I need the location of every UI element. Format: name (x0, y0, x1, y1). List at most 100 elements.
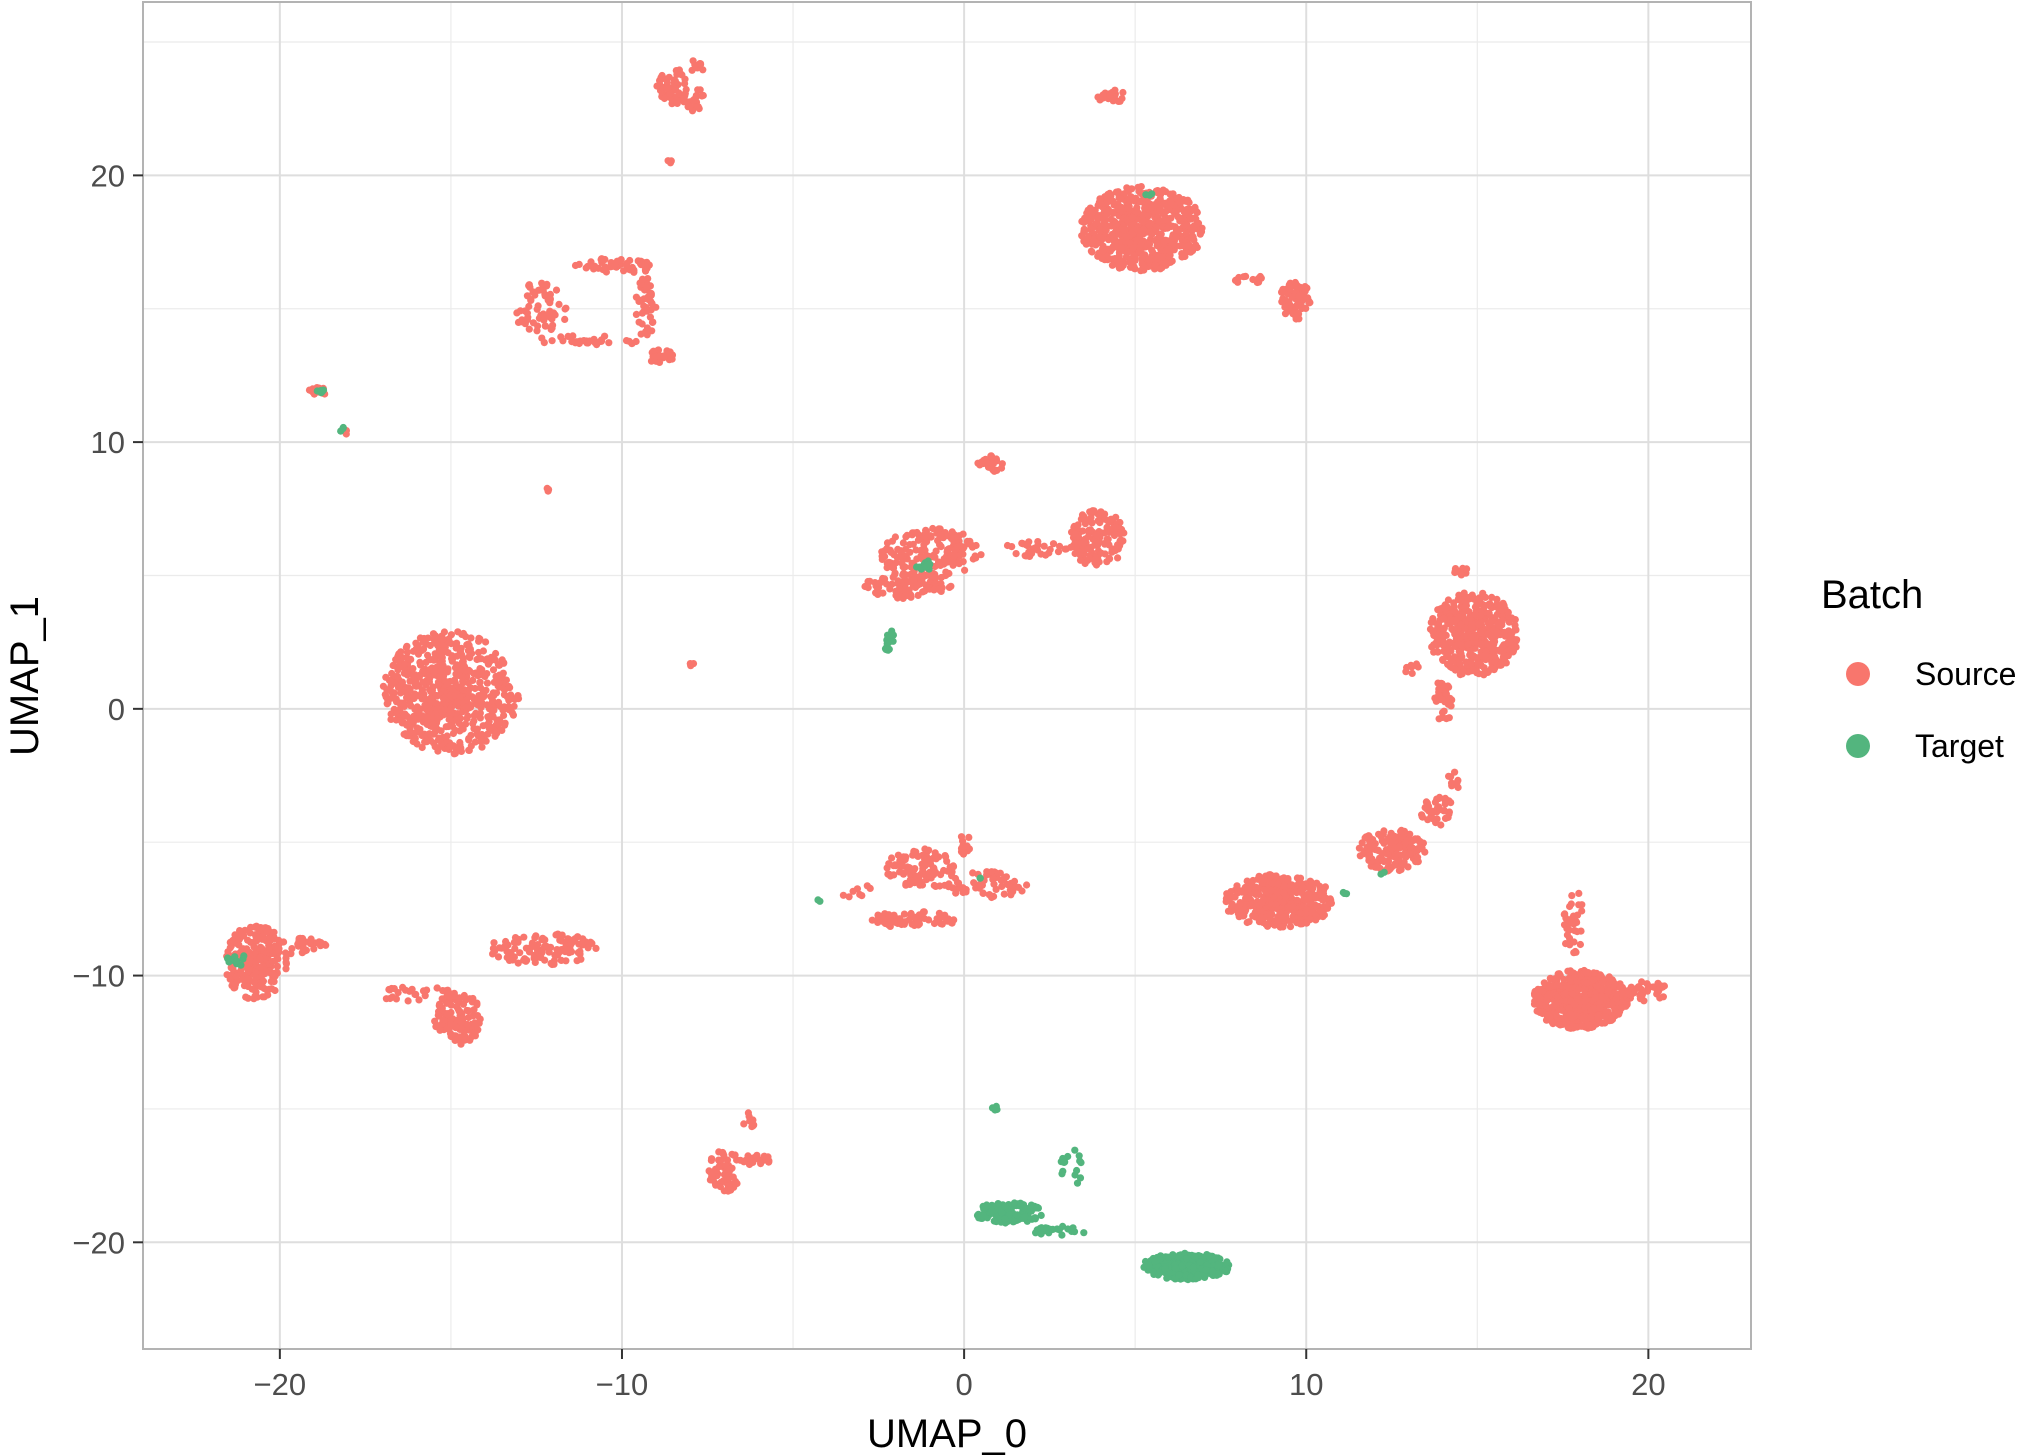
data-point-source (1390, 832, 1399, 840)
data-point-source (909, 851, 917, 859)
data-point-source (1292, 313, 1300, 321)
data-point-source (1404, 863, 1412, 871)
data-point-source (401, 730, 409, 738)
data-point-source (491, 947, 499, 955)
data-point-source (416, 658, 424, 667)
data-point-source (459, 629, 468, 638)
data-point-source (305, 386, 314, 394)
data-point-source (1497, 660, 1505, 668)
data-point-source (508, 951, 516, 960)
data-point-source (1433, 815, 1441, 823)
data-point-source (617, 256, 625, 264)
data-point-source (691, 61, 699, 69)
data-point-source (424, 651, 432, 659)
data-point-source (457, 644, 465, 652)
data-point-source (250, 943, 258, 951)
data-point-source (516, 949, 524, 957)
data-point-source (1140, 264, 1148, 272)
series-source (223, 57, 1668, 1195)
data-point-source (1067, 543, 1075, 551)
data-point-source (1074, 521, 1082, 529)
data-point-source (839, 891, 848, 899)
data-point-source (436, 1000, 444, 1008)
data-point-source (708, 1155, 716, 1163)
data-point-source (525, 325, 533, 333)
data-point-source (425, 672, 433, 681)
data-point-source (1018, 539, 1026, 547)
data-point-source (1543, 997, 1551, 1005)
data-point-source (1118, 244, 1126, 252)
data-point-source (445, 989, 453, 997)
data-point-source (407, 702, 415, 710)
data-point-source (944, 546, 952, 554)
data-point-source (1245, 918, 1253, 926)
data-point-source (1248, 880, 1256, 888)
data-point-source (889, 562, 897, 570)
data-point-source (518, 316, 526, 324)
data-point-source (1105, 190, 1113, 198)
data-point-source (740, 1120, 748, 1128)
data-point-source (1444, 682, 1452, 690)
data-point-source (1145, 255, 1153, 263)
data-point-source (514, 959, 522, 967)
data-point-source (445, 722, 453, 731)
data-point-source (638, 320, 646, 328)
data-point-source (527, 296, 535, 304)
data-point-source (1549, 1002, 1557, 1010)
data-point-source (479, 722, 487, 730)
data-point-source (898, 862, 906, 870)
data-point-source (465, 746, 473, 755)
data-point-source (925, 916, 933, 924)
data-point-source (638, 309, 647, 317)
data-point-source (1477, 640, 1485, 648)
data-point-source (866, 884, 874, 893)
data-point-source (694, 86, 702, 94)
data-point-source (1112, 513, 1120, 521)
data-point-source (1129, 244, 1137, 252)
data-point-source (1434, 648, 1442, 656)
data-point-source (459, 1000, 468, 1008)
data-point-source (622, 261, 630, 269)
data-point-source (1163, 224, 1172, 232)
data-point-source (942, 558, 950, 566)
data-point-source (1505, 618, 1513, 626)
data-point-source (882, 580, 891, 588)
data-point-source (299, 944, 307, 953)
data-point-source (316, 940, 324, 948)
data-point-source (271, 986, 279, 995)
data-point-source (257, 973, 265, 981)
data-point-source (439, 694, 447, 702)
data-point-source (430, 668, 438, 676)
data-point-source (1435, 793, 1444, 802)
data-point-source (1084, 545, 1092, 553)
data-point-source (393, 707, 401, 715)
data-point-source (451, 1036, 459, 1044)
data-point-source (569, 938, 578, 946)
data-point-source (383, 686, 391, 694)
data-point-source (1273, 889, 1281, 897)
data-point-source (477, 655, 485, 663)
data-point-source (476, 635, 484, 643)
data-point-source (1196, 230, 1204, 238)
data-point-source (1451, 568, 1459, 577)
data-point-source (1009, 888, 1017, 896)
data-point-source (410, 694, 418, 703)
data-point-source (729, 1173, 737, 1181)
data-point-source (907, 909, 915, 918)
data-point-source (439, 987, 447, 995)
data-point-source (760, 1152, 768, 1160)
data-point-source (439, 635, 447, 643)
data-point-source (914, 591, 922, 600)
data-point-source (430, 635, 438, 643)
data-point-source (1254, 275, 1262, 283)
data-point-source (546, 313, 554, 321)
data-point-source (446, 742, 455, 750)
data-point-source (443, 1010, 451, 1019)
data-point-source (443, 680, 451, 688)
data-point-source (1286, 917, 1294, 925)
data-point-source (534, 302, 542, 310)
data-point-source (440, 628, 448, 636)
data-point-source (1114, 188, 1122, 196)
data-point-source (660, 353, 669, 361)
data-point-source (1580, 986, 1588, 994)
